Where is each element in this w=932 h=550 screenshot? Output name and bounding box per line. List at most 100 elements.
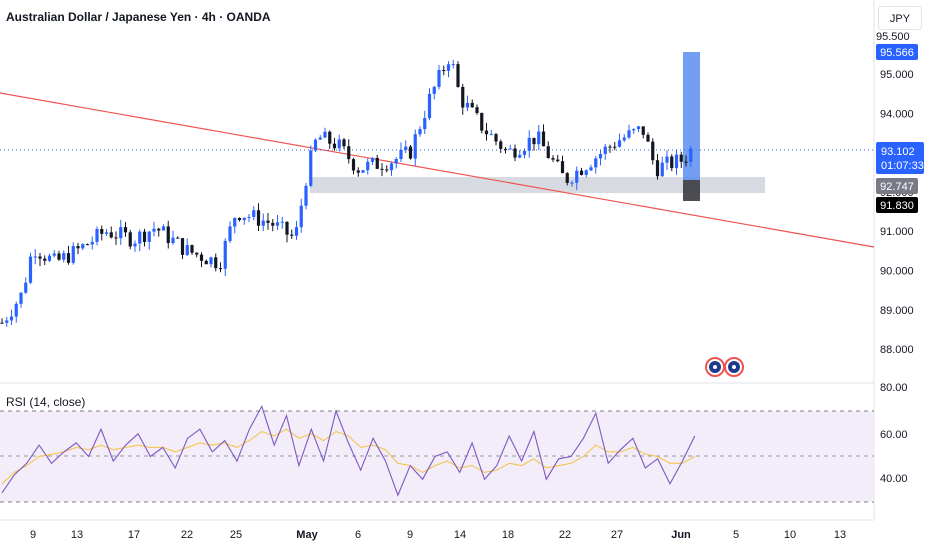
candle-body bbox=[499, 141, 503, 149]
candle-body bbox=[280, 221, 284, 223]
candle-body bbox=[684, 161, 688, 163]
current-price-value: 93.102 bbox=[881, 146, 915, 158]
candle-body bbox=[147, 231, 151, 242]
candle-body bbox=[71, 246, 75, 263]
candle-body bbox=[370, 157, 375, 162]
candle-body bbox=[166, 226, 170, 244]
candle-body bbox=[461, 86, 465, 108]
candle-body bbox=[627, 130, 631, 138]
economic-event-icon[interactable] bbox=[724, 357, 744, 377]
candle-body bbox=[532, 137, 536, 145]
candle-body bbox=[446, 64, 451, 71]
candle-body bbox=[660, 162, 664, 177]
candle-body bbox=[204, 260, 208, 265]
candle-body bbox=[256, 210, 261, 226]
target-price-tag: 95.566 bbox=[876, 44, 918, 60]
time-tick: 14 bbox=[454, 529, 466, 541]
candle-body bbox=[261, 220, 265, 226]
candle-body bbox=[503, 148, 508, 150]
time-tick: 6 bbox=[355, 529, 361, 541]
candle-body bbox=[589, 167, 593, 171]
candle-body bbox=[603, 146, 607, 154]
time-tick: 22 bbox=[559, 529, 571, 541]
candle-body bbox=[119, 227, 123, 239]
candle-body bbox=[641, 126, 645, 135]
candle-body bbox=[52, 253, 56, 256]
chart-title: Australian Dollar / Japanese Yen · 4h · … bbox=[6, 10, 271, 24]
candle-body bbox=[522, 150, 527, 155]
candle-body bbox=[366, 161, 370, 171]
candle-body bbox=[275, 222, 280, 226]
candle-body bbox=[560, 161, 565, 174]
time-tick: 13 bbox=[71, 529, 83, 541]
candle-body bbox=[109, 232, 113, 238]
time-tick: 5 bbox=[733, 529, 739, 541]
candle-body bbox=[451, 64, 455, 66]
descending-trendline[interactable] bbox=[0, 92, 875, 248]
candle-body bbox=[323, 131, 327, 138]
rsi-tick-80: 80.00 bbox=[880, 382, 908, 394]
candle-body bbox=[636, 126, 641, 130]
time-axis[interactable]: 9 13 17 22 25 May 6 9 14 18 22 27 Jun 5 10 13 bbox=[30, 529, 846, 541]
candle-body bbox=[423, 118, 427, 130]
candle-body bbox=[47, 255, 52, 261]
candle-body bbox=[442, 69, 446, 71]
candle-body bbox=[176, 237, 180, 239]
candle-body bbox=[674, 154, 679, 169]
time-tick: 17 bbox=[128, 529, 140, 541]
time-tick: 10 bbox=[784, 529, 796, 541]
candle-body bbox=[90, 241, 94, 245]
candle-body bbox=[152, 228, 156, 232]
candle-body bbox=[570, 182, 574, 184]
position-stop-area[interactable] bbox=[683, 180, 700, 201]
candle-body bbox=[104, 232, 109, 234]
candle-body bbox=[389, 163, 394, 171]
candle-body bbox=[361, 170, 365, 173]
candle-body bbox=[190, 245, 194, 253]
currency-button[interactable]: JPY bbox=[878, 6, 922, 30]
candle-body bbox=[622, 137, 626, 141]
candle-body bbox=[541, 131, 546, 147]
price-tick: 95.000 bbox=[880, 69, 914, 81]
target-price-value: 95.566 bbox=[880, 47, 914, 59]
candle-body bbox=[66, 253, 71, 263]
candle-body bbox=[285, 221, 289, 235]
candle-body bbox=[38, 256, 42, 259]
economic-event-icon[interactable] bbox=[705, 357, 725, 377]
position-target-area[interactable] bbox=[683, 52, 700, 180]
candle-body bbox=[43, 258, 47, 261]
candle-body bbox=[252, 210, 256, 217]
candle-body bbox=[19, 292, 23, 304]
rsi-ma-line bbox=[1, 428, 696, 485]
candle-body bbox=[223, 240, 227, 269]
time-tick: 9 bbox=[30, 529, 36, 541]
candle-body bbox=[290, 234, 294, 236]
candle-body bbox=[665, 156, 669, 163]
candle-body bbox=[228, 226, 232, 241]
time-tick: 9 bbox=[407, 529, 413, 541]
candle-body bbox=[375, 157, 379, 169]
stop-price-value: 91.830 bbox=[880, 200, 914, 212]
support-zone[interactable] bbox=[310, 177, 765, 193]
candle-body bbox=[318, 137, 322, 140]
candle-body bbox=[655, 160, 660, 177]
candle-body bbox=[133, 243, 137, 247]
candle-body bbox=[480, 112, 484, 131]
candle-body bbox=[385, 169, 389, 171]
candle-body bbox=[28, 256, 33, 283]
price-tick: 88.000 bbox=[880, 344, 914, 356]
candle-body bbox=[432, 86, 436, 94]
candle-body bbox=[185, 245, 189, 255]
candle-body bbox=[299, 205, 303, 228]
stop-price-tag: 91.830 bbox=[876, 197, 918, 213]
candle-body bbox=[608, 146, 612, 148]
candle-body bbox=[332, 143, 337, 149]
candle-body bbox=[242, 217, 246, 221]
rsi-legend[interactable]: RSI (14, close) bbox=[6, 395, 86, 409]
price-tick: 89.000 bbox=[880, 305, 914, 317]
candle-body bbox=[556, 159, 560, 162]
candle-body bbox=[171, 237, 175, 244]
candle-body bbox=[408, 146, 413, 159]
candle-body bbox=[5, 320, 9, 323]
